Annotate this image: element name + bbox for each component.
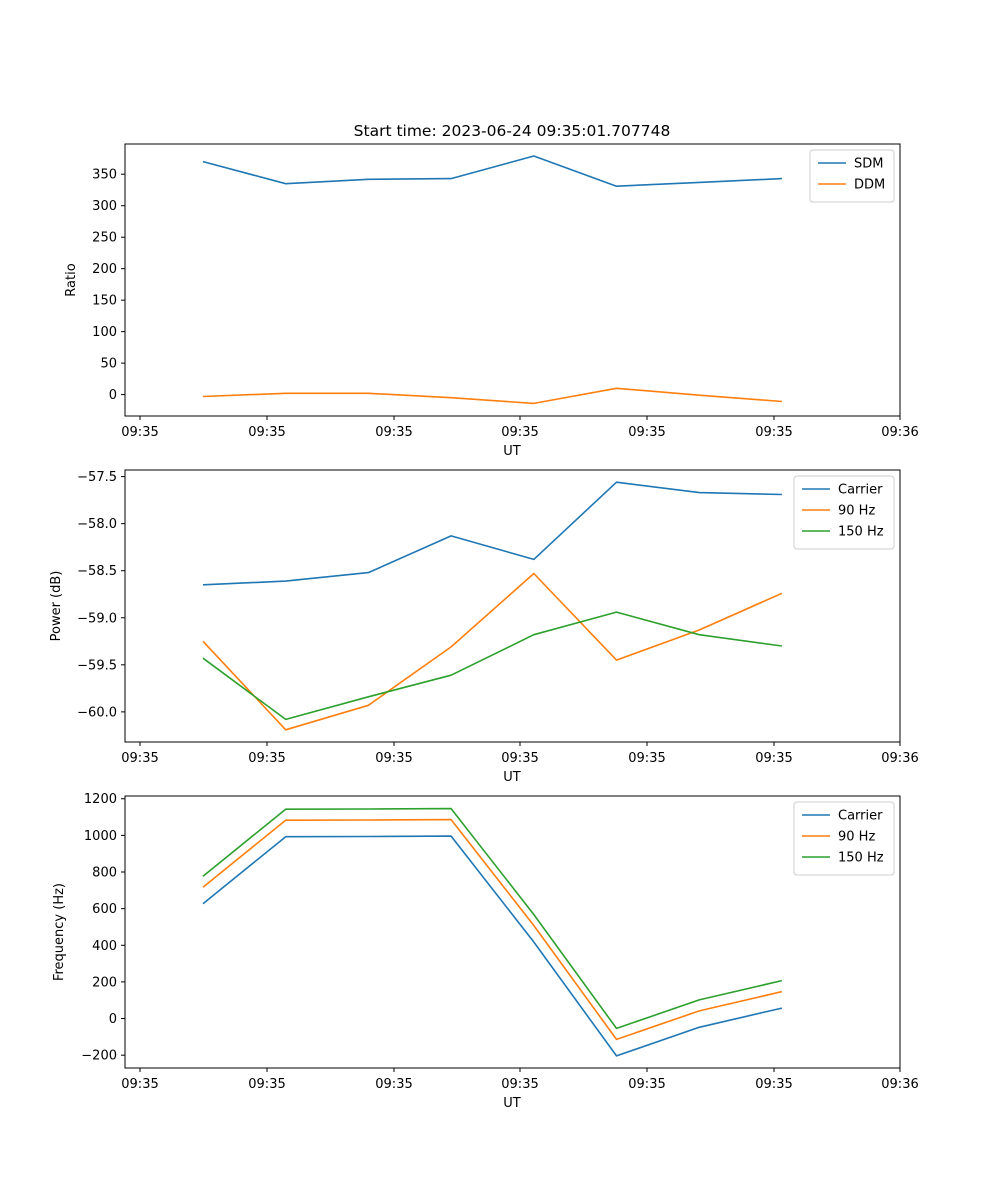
chart-panels: 0 50 100 150 200 250 300 350 09:35 09:35 09:35 09:3… [49, 143, 919, 1111]
legend-label: DDM [854, 178, 885, 193]
y-tick-label: 100 [92, 325, 117, 340]
legend-label: Carrier [838, 809, 883, 824]
legend: SDM DDM [809, 149, 895, 203]
legend-label: 90 Hz [838, 830, 875, 845]
series-line-sdm [202, 155, 782, 187]
y-tick-label: 350 [92, 168, 117, 183]
y-tick-label: −57.5 [77, 470, 117, 485]
y-axis-label: Frequency (Hz) [52, 883, 67, 981]
y-tick-label: 0 [109, 1012, 117, 1027]
y-tick-label: 0 [109, 388, 117, 403]
plot-frame [124, 795, 901, 1069]
y-tick-label: 800 [92, 866, 117, 881]
x-axis-label: UT [503, 1096, 521, 1111]
series-line-carrier [202, 481, 782, 586]
y-tick-label: −59.5 [77, 658, 117, 673]
y-tick-label: 600 [92, 902, 117, 917]
y-tick-label: −200 [81, 1049, 117, 1064]
x-axis-label: UT [503, 770, 521, 785]
y-axis-label: Ratio [64, 263, 79, 296]
x-tick-label: 09:35 [121, 425, 158, 440]
chart-panel-1: 0 50 100 150 200 250 300 350 09:35 09:35 09:35 09:3… [64, 143, 919, 459]
legend: Carrier 90 Hz 150 Hz [793, 801, 895, 876]
chart-title: Start time: 2023-06-24 09:35:01.707748 [354, 122, 671, 140]
x-tick-label: 09:35 [248, 1077, 285, 1092]
y-tick-label: −60.0 [77, 705, 117, 720]
y-tick-label: 50 [100, 357, 117, 372]
series-line-150-hz [202, 807, 783, 1030]
y-tick-label: 250 [92, 231, 117, 246]
x-tick-label: 09:35 [121, 751, 158, 766]
x-tick-label: 09:35 [501, 751, 538, 766]
x-tick-label: 09:35 [375, 425, 412, 440]
x-tick-label: 09:36 [881, 751, 918, 766]
y-tick-label: −59.0 [77, 611, 117, 626]
y-tick-label: −58.5 [77, 564, 117, 579]
legend: Carrier 90 Hz 150 Hz [793, 475, 895, 550]
x-tick-label: 09:35 [628, 425, 665, 440]
legend-label: 90 Hz [838, 504, 875, 519]
x-tick-label: 09:35 [375, 751, 412, 766]
legend-label: Carrier [838, 483, 883, 498]
x-tick-label: 09:36 [881, 425, 918, 440]
y-tick-label: 300 [92, 199, 117, 214]
y-axis-label: Power (dB) [49, 571, 64, 642]
y-tick-label: 400 [92, 939, 117, 954]
y-tick-label: 200 [92, 975, 117, 990]
x-tick-label: 09:35 [121, 1077, 158, 1092]
y-tick-label: 1200 [84, 792, 117, 807]
y-tick-label: 150 [92, 294, 117, 309]
x-tick-label: 09:35 [628, 751, 665, 766]
x-tick-label: 09:35 [755, 751, 792, 766]
series-line-90-hz [202, 818, 783, 1041]
chart-panel-3: −200 0 200 400 600 800 1000 1200 09:35 09:35 09:35… [52, 792, 919, 1111]
x-tick-label: 09:35 [628, 1077, 665, 1092]
x-tick-label: 09:35 [755, 1077, 792, 1092]
y-tick-label: 1000 [84, 829, 117, 844]
y-tick-label: −58.0 [77, 517, 117, 532]
legend-label: SDM [854, 157, 883, 172]
legend-label: 150 Hz [838, 851, 884, 866]
series-line-150-hz [202, 611, 783, 721]
chart-panel-2: −60.0 −59.5 −59.0 −58.5 −58.0 −57.5 09:35 09:35… [49, 469, 919, 785]
series-line-ddm [202, 387, 782, 405]
x-tick-label: 09:36 [881, 1077, 918, 1092]
x-tick-label: 09:35 [755, 425, 792, 440]
legend-label: 150 Hz [838, 525, 884, 540]
x-tick-label: 09:35 [501, 1077, 538, 1092]
plot-frame [124, 469, 901, 743]
x-tick-label: 09:35 [248, 425, 285, 440]
series-line-carrier [202, 835, 783, 1057]
x-tick-label: 09:35 [248, 751, 285, 766]
x-axis-label: UT [503, 444, 521, 459]
plot-frame [124, 143, 901, 417]
series-line-90-hz [202, 572, 783, 731]
y-tick-label: 200 [92, 262, 117, 277]
x-tick-label: 09:35 [375, 1077, 412, 1092]
x-tick-label: 09:35 [501, 425, 538, 440]
